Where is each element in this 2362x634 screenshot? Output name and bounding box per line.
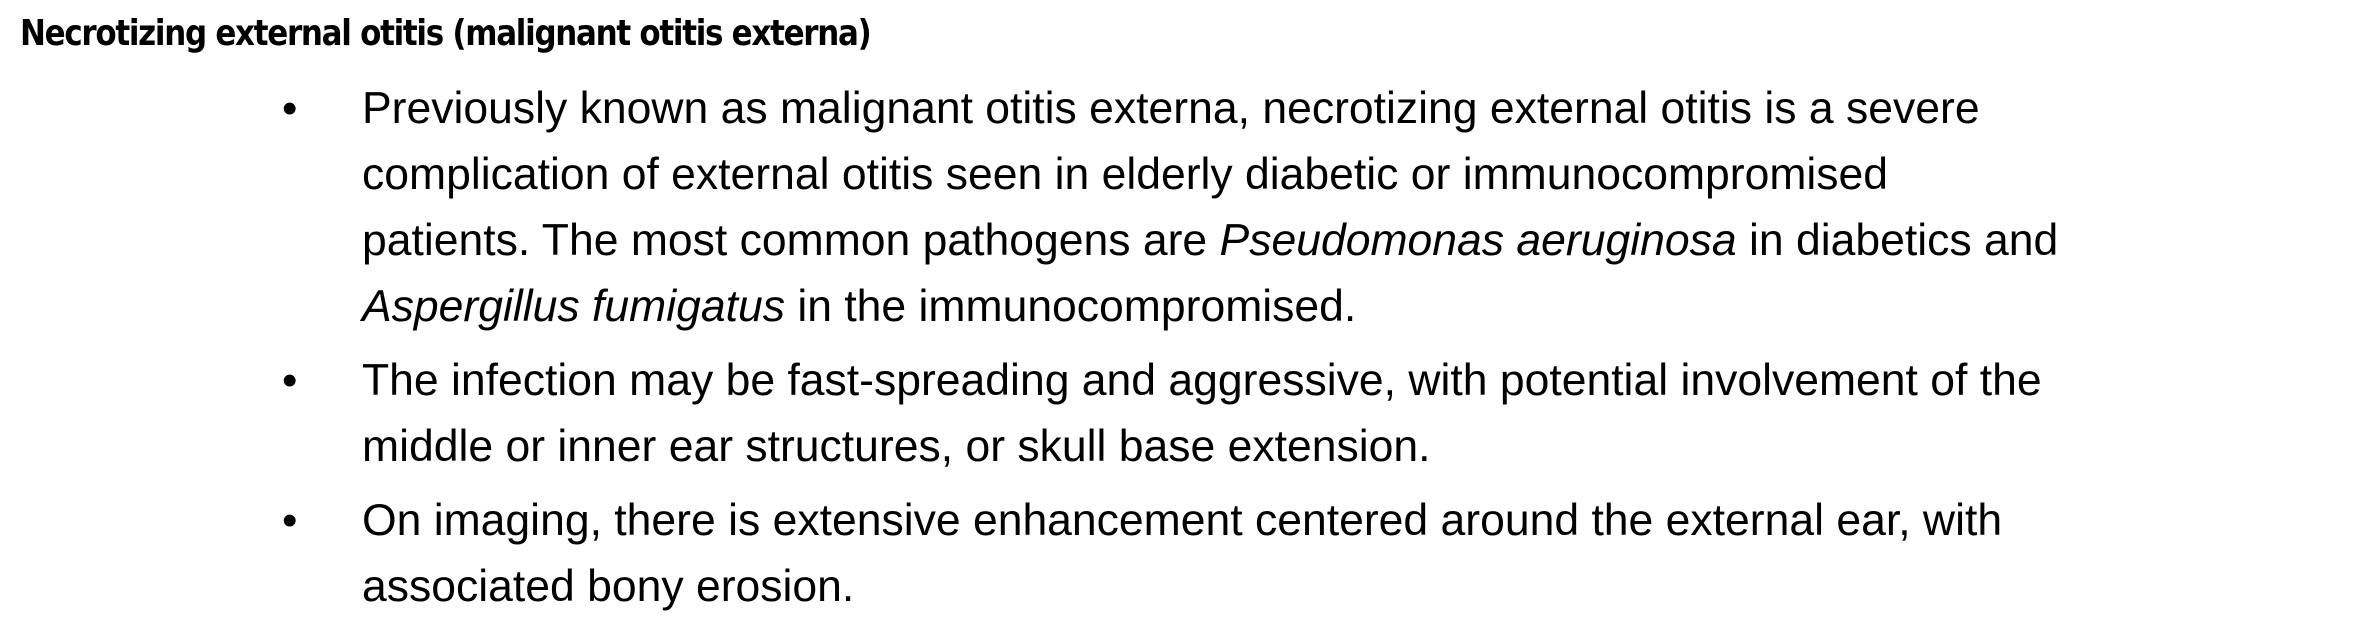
text-run: patients. The most common pathogens are <box>362 216 1220 265</box>
bullet-text: The infection may be fast-spreading and … <box>362 348 2342 480</box>
text-line: complication of external otitis seen in … <box>362 142 2342 208</box>
pathogen-name: Aspergillus fumigatus <box>362 282 785 331</box>
text-run: complication of external otitis seen in … <box>362 150 1889 199</box>
bullet-list: • Previously known as malignant otitis e… <box>282 76 2342 628</box>
bullet-text: Previously known as malignant otitis ext… <box>362 76 2342 340</box>
pathogen-name: Pseudomonas aeruginosa <box>1219 216 1737 265</box>
text-run: On imaging, there is extensive enhanceme… <box>362 496 2003 545</box>
text-line: middle or inner ear structures, or skull… <box>362 414 2342 480</box>
text-line: Previously known as malignant otitis ext… <box>362 76 2342 142</box>
bullet-item-3: • On imaging, there is extensive enhance… <box>282 488 2342 620</box>
text-run: Previously known as malignant otitis ext… <box>362 84 1980 133</box>
bullet-marker: • <box>282 496 298 545</box>
text-line: Aspergillus fumigatus in the immunocompr… <box>362 274 2342 340</box>
text-line: The infection may be fast-spreading and … <box>362 348 2342 414</box>
text-run: The infection may be fast-spreading and … <box>362 356 2042 405</box>
text-line: On imaging, there is extensive enhanceme… <box>362 488 2342 554</box>
text-run: in the immunocompromised. <box>784 282 1357 331</box>
text-line: patients. The most common pathogens are … <box>362 208 2342 274</box>
text-run: in diabetics and <box>1736 216 2059 265</box>
bullet-item-1: • Previously known as malignant otitis e… <box>282 76 2342 340</box>
text-run: middle or inner ear structures, or skull… <box>362 422 1431 471</box>
bullet-marker: • <box>282 84 298 133</box>
bullet-marker: • <box>282 356 298 405</box>
bullet-text: On imaging, there is extensive enhanceme… <box>362 488 2342 620</box>
bullet-item-2: • The infection may be fast-spreading an… <box>282 348 2342 480</box>
text-line: associated bony erosion. <box>362 554 2342 620</box>
text-run: associated bony erosion. <box>362 562 855 611</box>
section-heading: Necrotizing external otitis (malignant o… <box>20 13 872 54</box>
